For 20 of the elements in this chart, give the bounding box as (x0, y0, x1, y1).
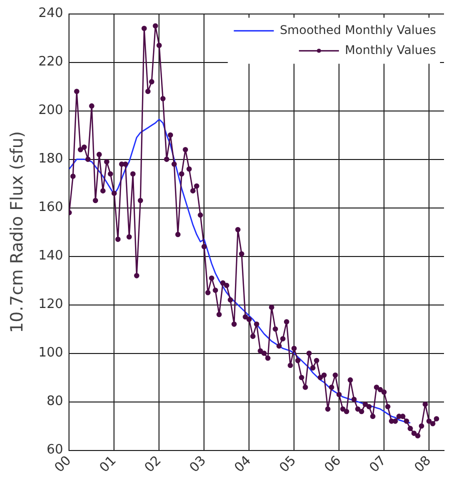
y-tick-label: 140 (38, 248, 64, 264)
x-tick-label: 08 (412, 453, 434, 476)
y-tick-label: 160 (38, 200, 64, 216)
y-axis-title: 10.7cm Radio Flux (sfu) (8, 131, 28, 334)
y-tick-label: 120 (38, 297, 64, 312)
y-tick-label: 100 (38, 346, 64, 361)
y-tick-label: 200 (38, 103, 64, 118)
x-tick-label: 03 (187, 453, 210, 476)
x-tick-label: 01 (97, 453, 120, 476)
y-tick-label: 240 (38, 6, 64, 22)
x-tick-label: 04 (232, 453, 254, 476)
x-tick-label: 07 (366, 453, 390, 476)
y-tick-label: 180 (38, 152, 64, 167)
legend-label: Smoothed Monthly Values (280, 22, 436, 37)
y-tick-label: 220 (38, 54, 64, 70)
x-tick-label: 06 (322, 453, 344, 476)
x-tick-label: 02 (142, 453, 164, 476)
y-tick-label: 80 (46, 394, 64, 410)
legend-label: Monthly Values (344, 42, 436, 57)
x-tick-label: 05 (276, 453, 300, 476)
